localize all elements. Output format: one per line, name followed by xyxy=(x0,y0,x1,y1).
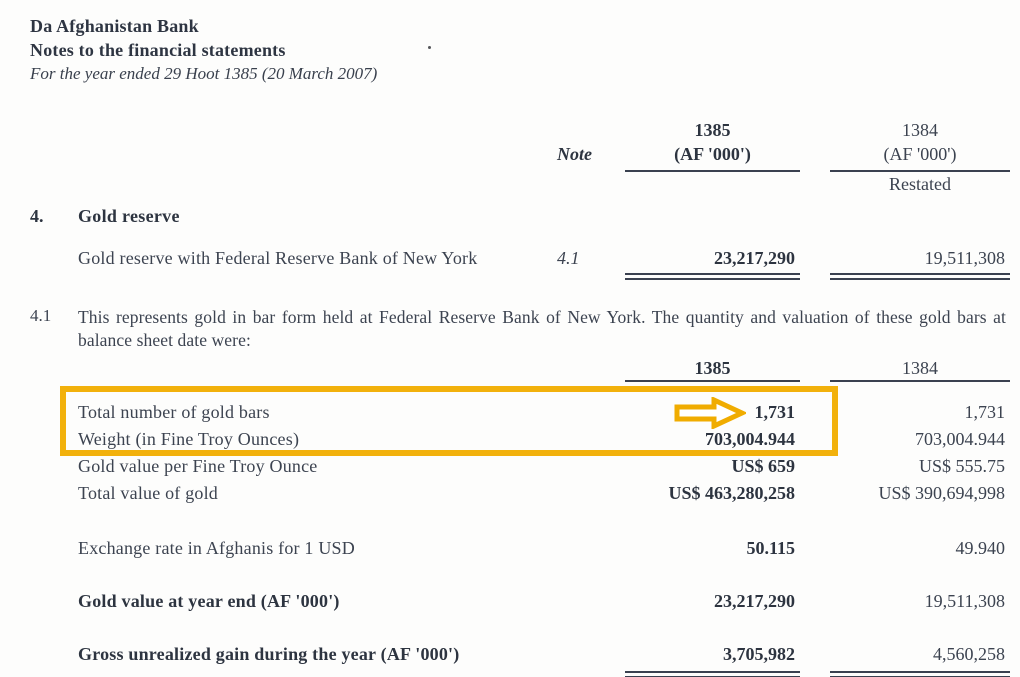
note-text: This represents gold in bar form held at… xyxy=(78,307,1006,350)
value-1385: 50.115 xyxy=(746,538,795,558)
summary-row-label: Gold reserve with Federal Reserve Bank o… xyxy=(78,248,478,268)
value-1384: US$ 390,694,998 xyxy=(878,483,1005,503)
table-row-value-per-ounce: Gold value per Fine Troy Ounce US$ 659 U… xyxy=(0,453,1020,480)
document-header: Da Afghanistan Bank Notes to the financi… xyxy=(0,0,1020,86)
value-1384: 1,731 xyxy=(964,402,1006,422)
note-number: 4.1 xyxy=(30,306,52,325)
column-year-1385: 1385 xyxy=(694,120,731,140)
value-1384: 49.940 xyxy=(955,538,1006,558)
value-1385: 703,004.944 xyxy=(705,429,795,449)
period-line: For the year ended 29 Hoot 1385 (20 Marc… xyxy=(30,64,378,83)
subtable-year-1384: 1384 xyxy=(830,358,1010,382)
double-rule xyxy=(625,273,800,280)
double-rule xyxy=(625,671,800,677)
value-1384: 4,560,258 xyxy=(933,644,1005,664)
table-row-gold-bars: Total number of gold bars 1,731 1,731 xyxy=(0,399,1020,426)
table-column-headers: 1385 1384 Note (AF '000') (AF '000') Res… xyxy=(0,118,1020,196)
note-4-1-paragraph: 4.1 This represents gold in bar form hel… xyxy=(0,306,1020,352)
document-title: Notes to the financial statements xyxy=(30,40,286,60)
value-1385: US$ 463,280,258 xyxy=(668,483,795,503)
restated-label: Restated xyxy=(889,174,951,194)
gold-reserve-summary-row: Gold reserve with Federal Reserve Bank o… xyxy=(0,246,1020,280)
double-rule xyxy=(830,671,1010,677)
value-1384: US$ 555.75 xyxy=(918,456,1005,476)
column-unit-1385: (AF '000') xyxy=(625,142,800,172)
column-year-1384: 1384 xyxy=(902,120,938,140)
column-unit-1384: (AF '000') xyxy=(830,142,1010,172)
summary-row-note-ref: 4.1 xyxy=(557,248,580,268)
value-1384: 703,004.944 xyxy=(915,429,1005,449)
scan-speck xyxy=(428,46,431,49)
value-1385: 23,217,290 xyxy=(714,591,795,611)
bank-name: Da Afghanistan Bank xyxy=(30,16,199,36)
value-1385: 1,731 xyxy=(754,402,796,422)
section-title: Gold reserve xyxy=(78,206,180,226)
summary-value-1384: 19,511,308 xyxy=(924,248,1005,268)
value-1384: 19,511,308 xyxy=(924,591,1005,611)
gold-valuation-table: Total number of gold bars 1,731 1,731 We… xyxy=(0,399,1020,677)
subtable-year-headers: 1385 1384 xyxy=(0,358,1020,382)
summary-value-1385: 23,217,290 xyxy=(714,248,795,268)
value-1385: 3,705,982 xyxy=(723,644,795,664)
note-column-header: Note xyxy=(557,144,592,164)
double-rule xyxy=(830,273,1010,280)
table-row-total-value: Total value of gold US$ 463,280,258 US$ … xyxy=(0,480,1020,507)
section-heading: 4. Gold reserve xyxy=(0,204,1020,228)
table-row-weight: Weight (in Fine Troy Ounces) 703,004.944… xyxy=(0,426,1020,453)
value-1385: US$ 659 xyxy=(731,456,795,476)
subtable-year-1385: 1385 xyxy=(625,358,800,382)
table-row-year-end-value: Gold value at year end (AF '000') 23,217… xyxy=(0,588,1020,615)
section-number: 4. xyxy=(30,206,44,226)
table-row-exchange-rate: Exchange rate in Afghanis for 1 USD 50.1… xyxy=(0,535,1020,562)
table-row-unrealized-gain: Gross unrealized gain during the year (A… xyxy=(0,641,1020,677)
